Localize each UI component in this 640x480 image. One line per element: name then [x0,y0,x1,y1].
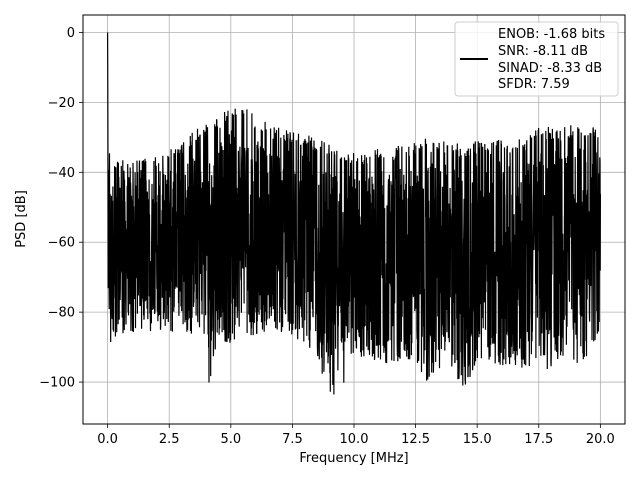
x-tick-label: 12.5 [401,432,430,447]
x-axis-label: Frequency [MHz] [299,451,408,466]
y-tick-label: −60 [48,236,75,251]
x-axis-ticks: 0.0 2.5 5.0 7.5 10.0 12.5 15.0 17.5 20.0 [97,424,615,447]
y-axis-ticks: 0 −20 −40 −60 −80 −100 [39,26,83,391]
y-tick-label: −20 [48,96,75,111]
legend-entry-enob: ENOB: -1.68 bits [498,27,605,42]
y-tick-label: −80 [48,306,75,321]
y-tick-label: 0 [67,26,75,41]
legend-entry-sfdr: SFDR: 7.59 [498,77,570,92]
legend-entry-snr: SNR: -8.11 dB [498,44,588,59]
psd-series [107,32,601,395]
x-tick-label: 17.5 [524,432,553,447]
y-tick-label: −100 [39,376,75,391]
y-tick-label: −40 [48,166,75,181]
x-tick-label: 10.0 [340,432,369,447]
x-tick-label: 0.0 [97,432,118,447]
y-axis-label: PSD [dB] [14,190,29,248]
x-tick-label: 7.5 [282,432,303,447]
psd-line [107,32,601,395]
x-tick-label: 20.0 [586,432,615,447]
x-tick-label: 2.5 [159,432,180,447]
x-tick-label: 15.0 [463,432,492,447]
legend-box [454,21,619,97]
legend-entry-sinad: SINAD: -8.33 dB [498,61,602,76]
x-tick-label: 5.0 [220,432,241,447]
legend: ENOB: -1.68 bits SNR: -8.11 dB SINAD: -8… [454,21,619,97]
